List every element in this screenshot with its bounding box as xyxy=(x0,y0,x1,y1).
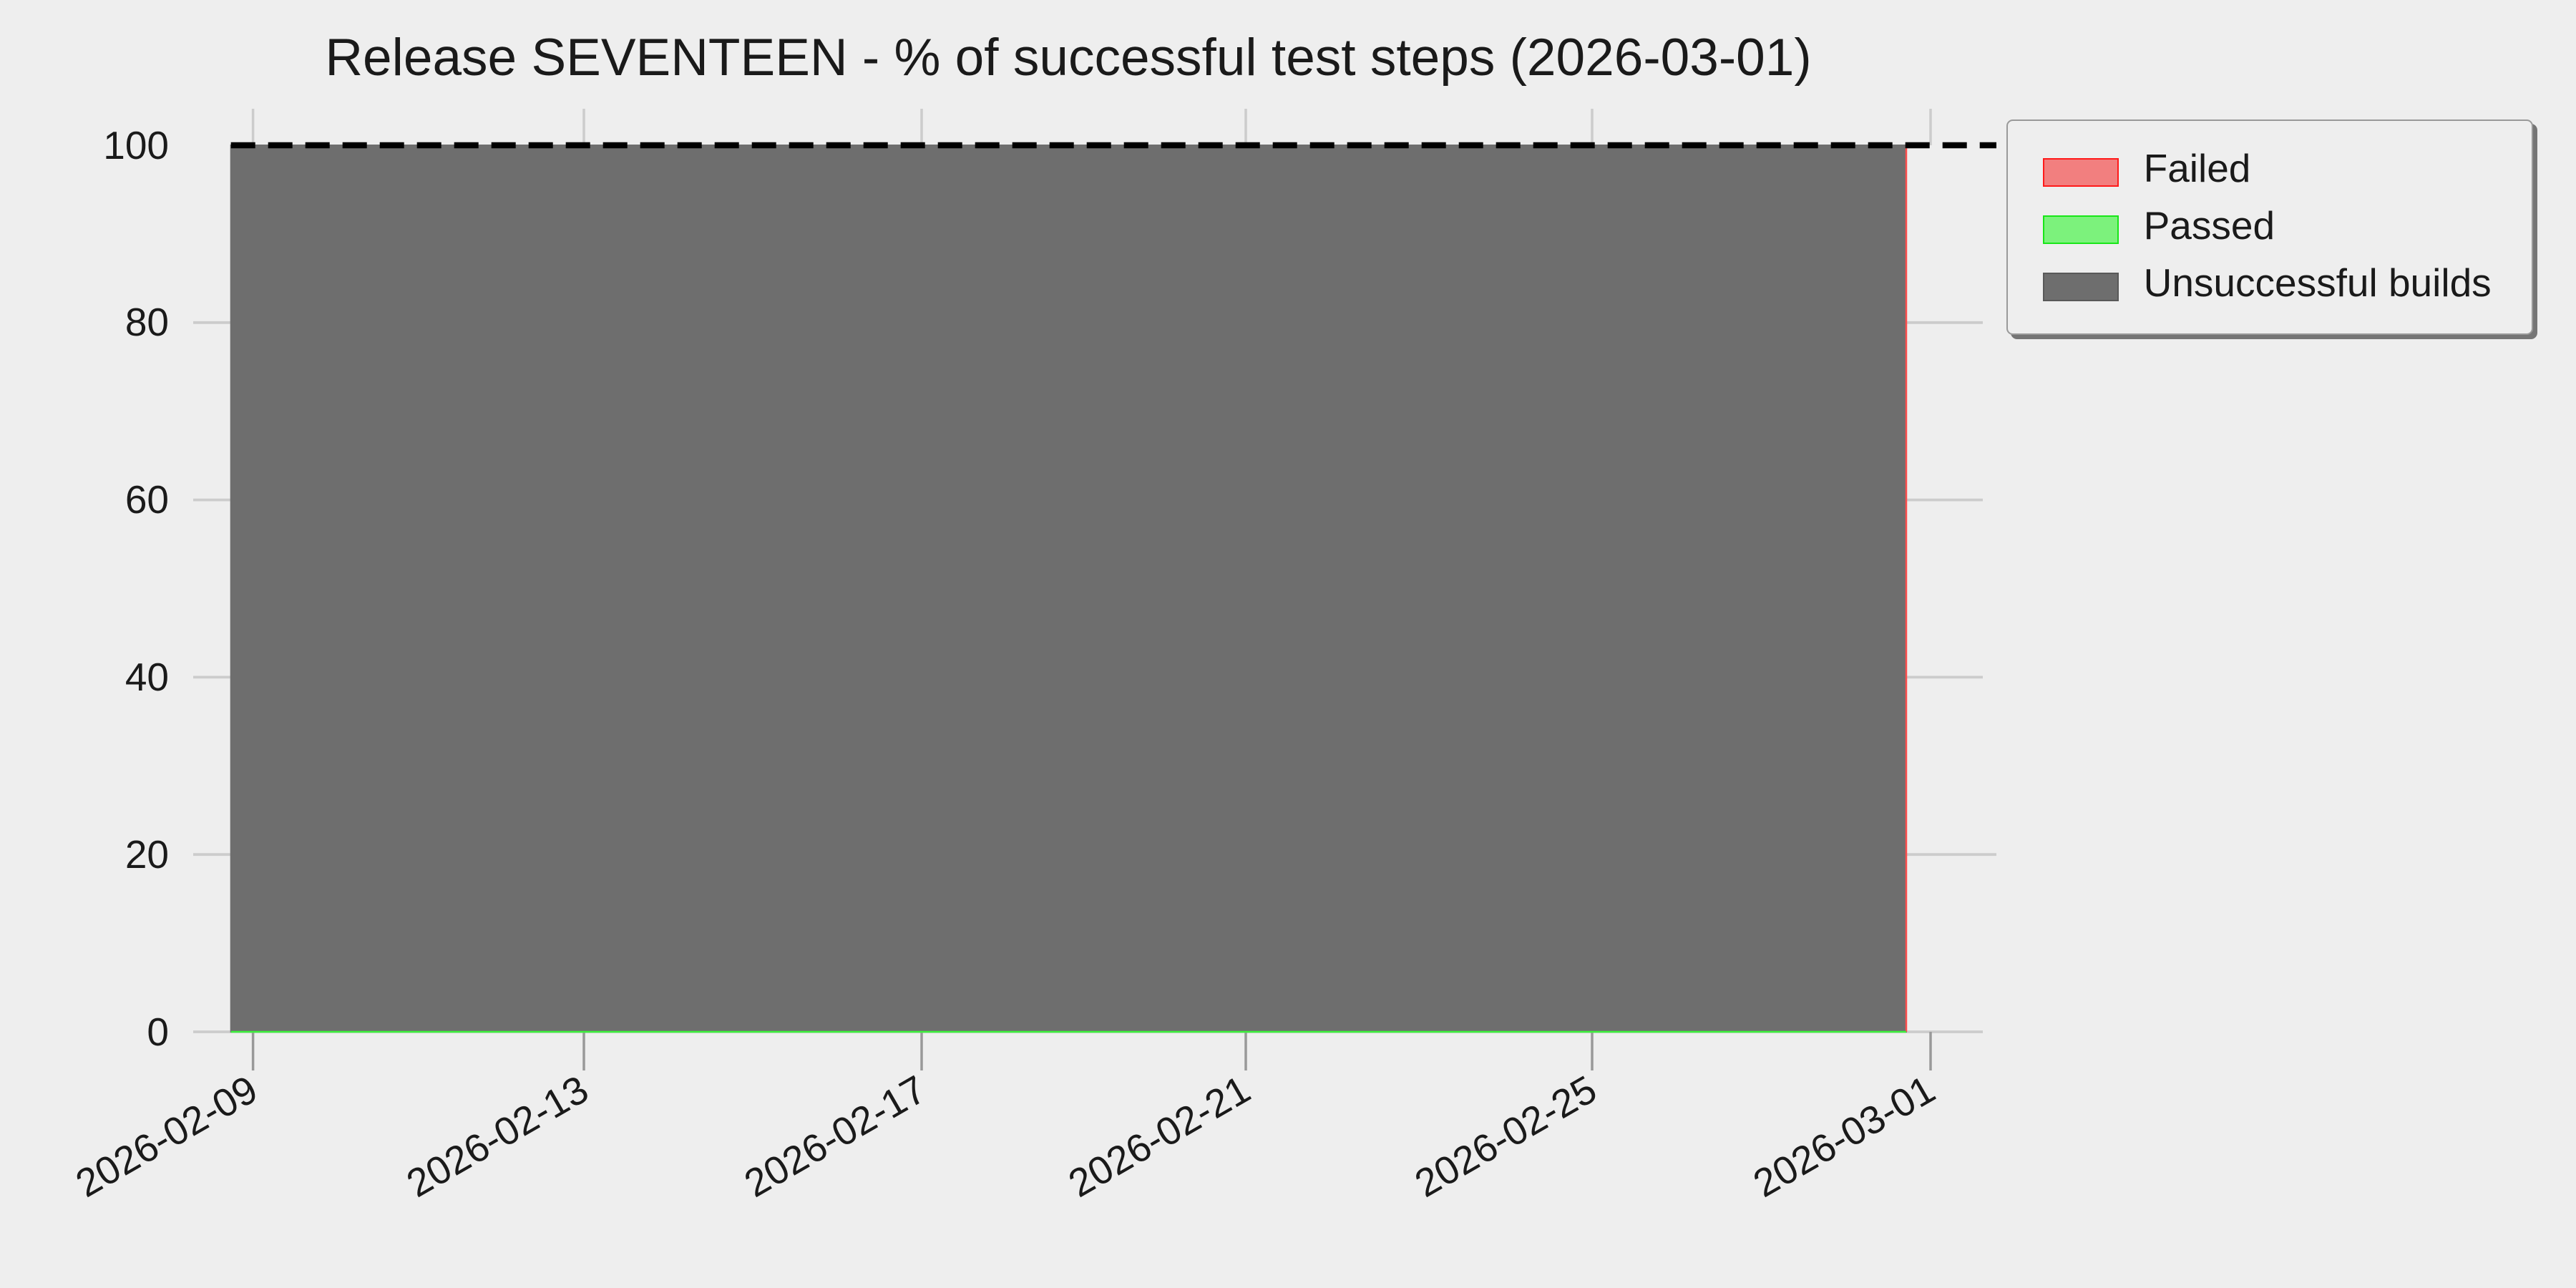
svg-text:80: 80 xyxy=(125,300,169,344)
svg-text:100: 100 xyxy=(103,123,169,167)
svg-text:Release SEVENTEEN - % of succe: Release SEVENTEEN - % of successful test… xyxy=(325,29,1811,87)
svg-text:40: 40 xyxy=(125,655,169,699)
svg-text:0: 0 xyxy=(147,1010,169,1054)
svg-text:60: 60 xyxy=(125,477,169,522)
svg-text:20: 20 xyxy=(125,832,169,877)
